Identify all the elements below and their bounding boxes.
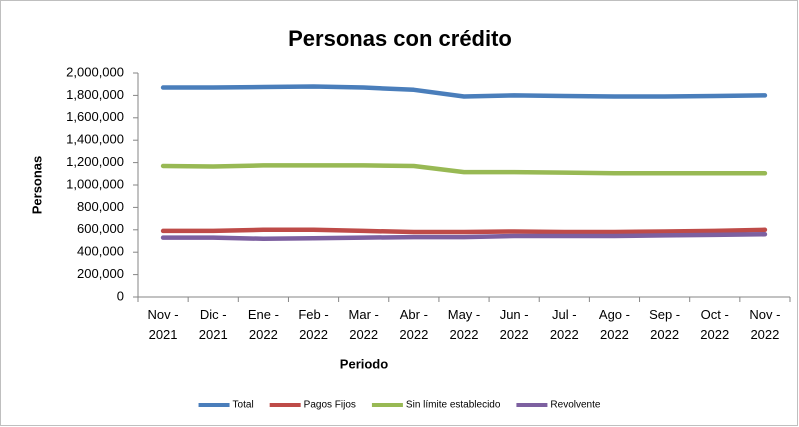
y-axis-label: Personas [29, 156, 44, 215]
y-tick-label: 400,000 [77, 244, 124, 259]
x-axis-label: Periodo [340, 356, 388, 371]
y-tick-label: 600,000 [77, 221, 124, 236]
legend-label: Total [233, 400, 254, 411]
x-tick-label: Oct - 2022 [700, 307, 730, 342]
y-tick-label: 0 [117, 288, 124, 303]
y-tick-label: 1,200,000 [66, 154, 124, 169]
y-tick-label: 2,000,000 [66, 64, 124, 79]
x-tick-label: Ene - 2022 [247, 307, 279, 342]
legend-label: Revolvente [550, 400, 600, 411]
y-tick-label: 1,400,000 [66, 132, 124, 147]
x-tick-label: Abr - 2022 [399, 307, 429, 342]
y-tick-label: 1,600,000 [66, 109, 124, 124]
x-tick-label: Ago - 2022 [598, 307, 630, 342]
series-line [160, 232, 768, 242]
x-tick-label: Nov - 2021 [147, 307, 179, 342]
y-tick-label: 800,000 [77, 199, 124, 214]
x-tick-label: Dic - 2021 [198, 307, 228, 342]
x-tick-label: Jul - 2022 [549, 307, 579, 342]
x-tick-label: Sep - 2022 [649, 307, 681, 342]
x-tick-label: Nov - 2022 [749, 307, 781, 342]
y-tick-label: 200,000 [77, 266, 124, 281]
y-tick-label: 1,000,000 [66, 176, 124, 191]
series-line [160, 163, 768, 176]
y-tick-label: 1,800,000 [66, 87, 124, 102]
x-tick-label: Mar - 2022 [348, 307, 379, 342]
x-tick-label: Feb - 2022 [298, 307, 329, 342]
chart-title: Personas con crédito [288, 26, 512, 51]
x-tick-label: May - 2022 [447, 307, 481, 342]
series-line [160, 227, 768, 235]
legend-label: Sin límite establecido [406, 400, 501, 411]
legend-label: Pagos Fijos [304, 400, 356, 411]
series-line [160, 84, 768, 99]
x-tick-label: Jun - 2022 [499, 307, 529, 342]
